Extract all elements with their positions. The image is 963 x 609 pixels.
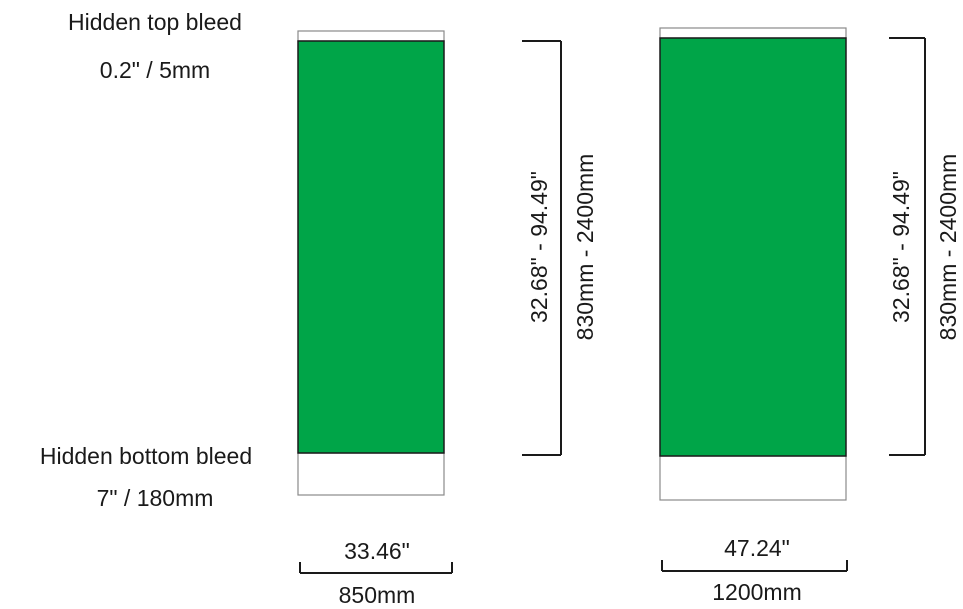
banner-right — [659, 27, 847, 501]
bottom-bleed-value: 7" / 180mm — [97, 485, 214, 511]
top-bleed-area-left — [297, 30, 445, 42]
height-bracket-left — [522, 40, 562, 456]
width-mm-left: 850mm — [339, 582, 416, 608]
bottom-bleed-area-right — [659, 455, 847, 501]
width-inches-right: 47.24" — [724, 535, 790, 561]
height-mm-right: 830mm - 2400mm — [935, 154, 961, 341]
width-mm-right: 1200mm — [712, 579, 801, 605]
width-bracket-left — [299, 562, 453, 574]
height-bracket-right — [889, 37, 926, 456]
banner-print-area-left — [297, 40, 445, 454]
banner-left — [297, 30, 445, 496]
top-bleed-value: 0.2" / 5mm — [100, 57, 210, 83]
height-mm-left: 830mm - 2400mm — [572, 154, 598, 341]
width-inches-left: 33.46" — [344, 538, 410, 564]
top-bleed-title: Hidden top bleed — [68, 9, 242, 35]
width-bracket-right — [661, 560, 848, 572]
height-inches-right: 32.68" - 94.49" — [888, 171, 914, 323]
height-inches-left: 32.68" - 94.49" — [526, 171, 552, 323]
bottom-bleed-title: Hidden bottom bleed — [40, 443, 252, 469]
banner-print-area-right — [659, 37, 847, 457]
top-bleed-area-right — [659, 27, 847, 39]
bottom-bleed-area-left — [297, 452, 445, 496]
